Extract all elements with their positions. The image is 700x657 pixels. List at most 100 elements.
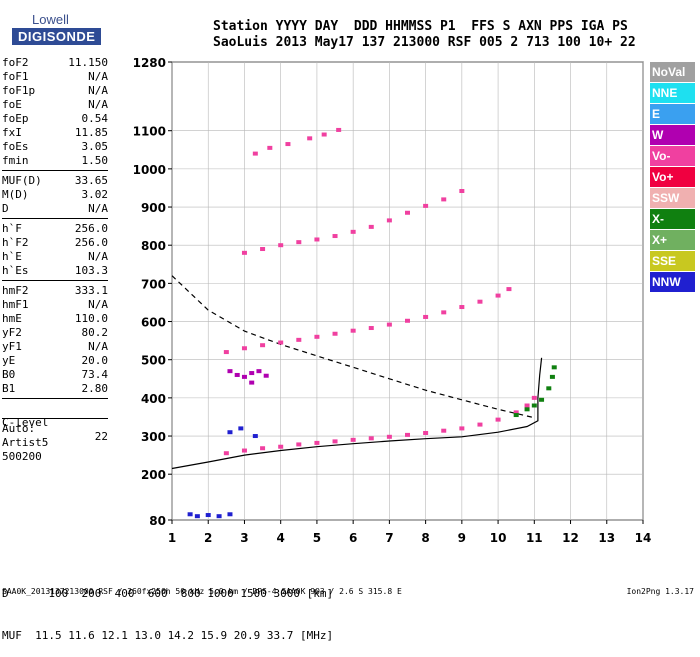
divider <box>2 398 108 399</box>
data-point <box>252 434 258 439</box>
data-point <box>386 322 392 327</box>
param-value: 80.2 <box>81 326 109 339</box>
data-point <box>314 237 320 242</box>
param-name: M(D) <box>2 188 29 201</box>
data-point <box>314 334 320 339</box>
param-row: fmin 1.50 <box>2 154 108 168</box>
x-tick-label: 10 <box>490 531 507 545</box>
data-point <box>249 371 255 376</box>
clevel-name: C-level <box>2 416 49 429</box>
data-point <box>423 203 429 208</box>
param-row: hmF2 333.1 <box>2 284 108 298</box>
data-point <box>386 218 392 223</box>
param-value: 110.0 <box>74 312 108 325</box>
legend-item: NoVal <box>650 62 695 82</box>
x-tick-label: 13 <box>598 531 615 545</box>
y-tick-label: 1100 <box>133 125 166 139</box>
data-point <box>263 373 269 378</box>
data-point <box>194 514 200 519</box>
data-point <box>296 240 302 245</box>
param-value: 256.0 <box>74 236 108 249</box>
param-row: hmE 110.0 <box>2 312 108 326</box>
logo-bottom-text: DIGISONDE <box>12 28 102 45</box>
param-name: h`E <box>2 250 22 263</box>
y-tick-label: 500 <box>141 354 166 368</box>
param-name: yF1 <box>2 340 22 353</box>
param-group-virtual-heights: h`F 256.0 h`F2 256.0 h`E N/A h`Es 103.3 <box>2 222 108 278</box>
param-value: N/A <box>88 70 108 83</box>
param-value: 103.3 <box>74 264 108 277</box>
divider <box>2 418 108 419</box>
clevel-value: 22 <box>94 430 108 443</box>
legend-item: SSW <box>650 188 695 208</box>
data-point <box>368 326 374 331</box>
param-name: h`Es <box>2 264 29 277</box>
param-name: yE <box>2 354 16 367</box>
data-point <box>549 374 555 379</box>
data-point <box>205 513 211 518</box>
data-point <box>368 224 374 229</box>
data-point <box>441 197 447 202</box>
data-point <box>459 426 465 431</box>
data-point <box>267 145 273 150</box>
param-row: MUF(D) 33.65 <box>2 174 108 188</box>
param-row: foF2 11.150 <box>2 56 108 70</box>
data-point <box>223 451 229 456</box>
x-tick-label: 12 <box>562 531 579 545</box>
param-row: foE N/A <box>2 98 108 112</box>
data-point <box>256 369 262 374</box>
header-values: SaoLuis 2013 May17 137 213000 RSF 005 2 … <box>213 35 636 50</box>
x-tick-label: 9 <box>458 531 466 545</box>
param-name: B0 <box>2 368 16 381</box>
data-point <box>234 372 240 377</box>
data-point <box>477 422 483 427</box>
param-row: yE 20.0 <box>2 354 108 368</box>
param-value: N/A <box>88 98 108 111</box>
data-point <box>459 189 465 194</box>
data-point <box>285 142 291 147</box>
auto-line-3: 500200 <box>2 450 42 463</box>
data-point <box>187 512 193 517</box>
data-point <box>260 446 266 451</box>
param-group-profile: hmF2 333.1 hmF1 N/A hmE 110.0 yF2 80.2 yF1 N/A yE 2… <box>2 284 108 396</box>
data-point <box>296 337 302 342</box>
param-name: h`F <box>2 222 22 235</box>
data-point <box>296 442 302 447</box>
data-point <box>332 331 338 336</box>
param-row: M(D) 3.02 <box>2 188 108 202</box>
param-row: fxI 11.85 <box>2 126 108 140</box>
divider <box>2 170 108 171</box>
muf-row: MUF 11.5 11.6 12.1 13.0 14.2 15.9 20.9 3… <box>2 629 334 642</box>
legend-item: Vo- <box>650 146 695 166</box>
data-point <box>216 514 222 519</box>
param-row: h`E N/A <box>2 250 108 264</box>
param-name: fxI <box>2 126 22 139</box>
legend-item: NNE <box>650 83 695 103</box>
data-point <box>260 247 266 252</box>
data-point <box>539 397 545 402</box>
param-row: foEs 3.05 <box>2 140 108 154</box>
data-point <box>307 136 313 141</box>
data-point <box>495 293 501 298</box>
param-row: D N/A <box>2 202 108 216</box>
data-point <box>405 318 410 323</box>
param-name: hmE <box>2 312 22 325</box>
param-value: 256.0 <box>74 222 108 235</box>
y-tick-label: 1000 <box>133 163 166 177</box>
data-point <box>238 426 244 431</box>
data-point <box>278 340 284 345</box>
data-point <box>368 436 374 441</box>
data-point <box>386 434 392 439</box>
param-name: foF1 <box>2 70 29 83</box>
data-point <box>241 250 247 255</box>
x-tick-label: 4 <box>277 531 285 545</box>
header-labels: Station YYYY DAY DDD HHMMSS P1 FFS S AXN… <box>213 19 628 34</box>
legend-item: X- <box>650 209 695 229</box>
logo-top-text: Lowell <box>32 12 69 27</box>
x-tick-label: 6 <box>349 531 357 545</box>
param-row: yF1 N/A <box>2 340 108 354</box>
param-row: hmF1 N/A <box>2 298 108 312</box>
data-point <box>227 369 233 374</box>
plot-frame <box>171 61 644 521</box>
data-point <box>252 151 258 156</box>
